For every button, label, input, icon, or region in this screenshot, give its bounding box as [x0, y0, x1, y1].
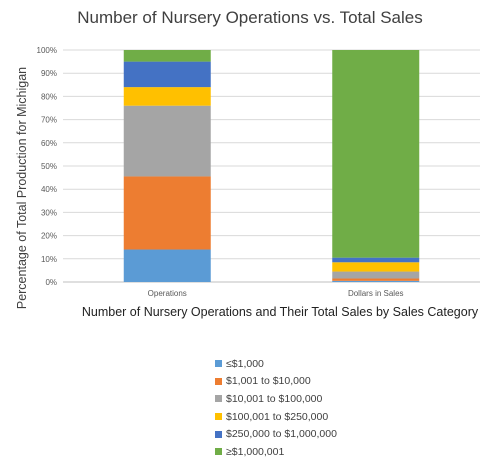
chart: Number of Nursery Operations vs. Total S…: [15, 8, 480, 458]
legend-label: $1,001 to $10,000: [226, 375, 311, 388]
bar-segment: [332, 278, 420, 281]
legend-swatch: [215, 430, 222, 438]
y-tick-label: 10%: [41, 255, 57, 264]
legend-item: $250,000 to $1,000,000: [215, 425, 337, 443]
bar-segment: [123, 105, 211, 177]
y-tick-label: 80%: [41, 92, 57, 101]
legend-swatch: [215, 377, 222, 385]
legend-label: $250,000 to $1,000,000: [226, 428, 337, 441]
y-tick-label: 30%: [41, 208, 57, 217]
bar-segment: [332, 280, 420, 282]
legend-swatch: [215, 360, 222, 368]
y-tick-label: 50%: [41, 162, 57, 171]
legend-item: $10,001 to $100,000: [215, 390, 337, 408]
y-tick-label: 70%: [41, 116, 57, 125]
legend-swatch: [215, 448, 222, 456]
y-tick-label: 100%: [37, 46, 57, 55]
bar-segment: [332, 257, 420, 263]
bar-segment: [123, 61, 211, 88]
bar-segment: [123, 50, 211, 62]
legend-label: $100,001 to $250,000: [226, 410, 329, 423]
bar-segment: [332, 50, 420, 258]
legend-swatch: [215, 413, 222, 421]
legend: ≤$1,000 $1,001 to $10,000 $10,001 to $100,…: [215, 355, 337, 461]
bar-segment: [123, 87, 211, 106]
legend-label: ≤$1,000: [226, 357, 264, 370]
legend-item: ≥$1,000,001: [215, 443, 337, 461]
y-tick-label: 20%: [41, 232, 57, 241]
x-tick-label: Dollars in Sales: [348, 289, 404, 298]
plot-area: 0% 10% 20% 30% 40% 50% 60% 70% 80% 90% 100% Operati…: [37, 46, 480, 298]
y-tick-label: 0%: [45, 278, 57, 287]
chart-title: Number of Nursery Operations vs. Total S…: [77, 8, 423, 27]
legend-item: ≤$1,000: [215, 355, 337, 373]
x-axis-label: Number of Nursery Operations and Their T…: [81, 305, 479, 319]
y-tick-label: 40%: [41, 185, 57, 194]
bar-segment: [332, 262, 420, 272]
legend-item: $1,001 to $10,000: [215, 373, 337, 391]
bar-segment: [123, 249, 211, 282]
legend-label: $10,001 to $100,000: [226, 392, 323, 405]
bar-segment: [123, 176, 211, 250]
legend-swatch: [215, 395, 222, 403]
y-tick-label: 90%: [41, 69, 57, 78]
y-tick-label: 60%: [41, 139, 57, 148]
legend-item: $100,001 to $250,000: [215, 408, 337, 426]
bar-segment: [332, 271, 420, 279]
x-tick-label: Operations: [148, 289, 187, 298]
legend-label: ≥$1,000,001: [226, 445, 285, 458]
